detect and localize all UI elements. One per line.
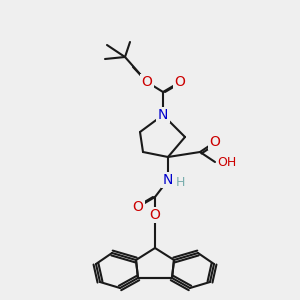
Text: N: N [163,173,173,187]
Text: O: O [210,135,220,149]
Text: H: H [176,176,185,190]
Text: OH: OH [217,155,236,169]
Text: O: O [133,200,143,214]
Text: N: N [158,108,168,122]
Text: O: O [142,75,152,89]
Text: O: O [150,208,160,222]
Text: O: O [175,75,185,89]
